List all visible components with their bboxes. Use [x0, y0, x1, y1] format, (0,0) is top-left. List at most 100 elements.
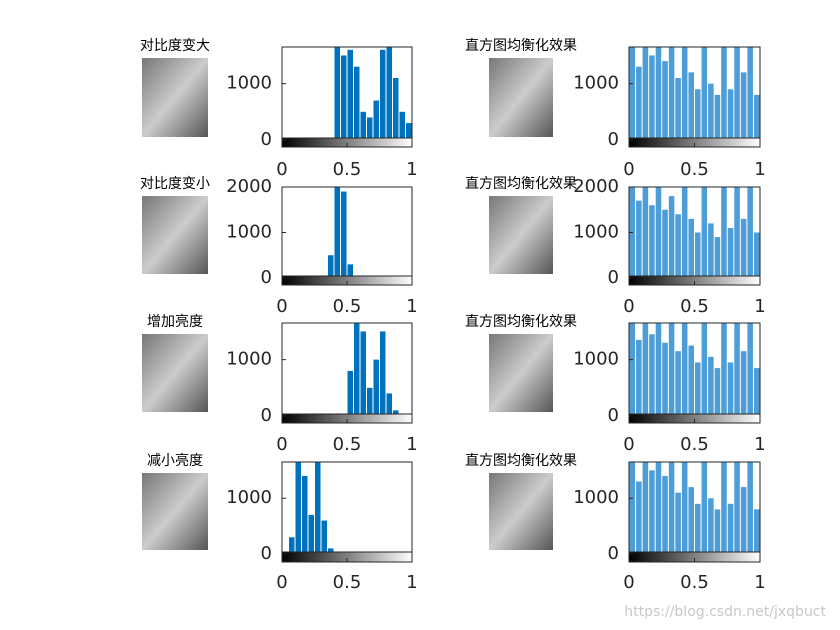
- bar: [721, 187, 727, 278]
- bar: [629, 47, 636, 140]
- bar: [675, 351, 681, 416]
- bar: [721, 47, 727, 140]
- bar: [714, 237, 721, 278]
- x-tick-label: 0: [276, 434, 287, 455]
- bar: [649, 55, 655, 140]
- bar: [302, 475, 308, 554]
- bar: [668, 196, 675, 278]
- bar: [380, 49, 386, 141]
- bar: [367, 117, 373, 140]
- bar: [747, 187, 753, 278]
- bar: [681, 462, 688, 554]
- bar: [636, 200, 642, 278]
- bar: [629, 323, 636, 416]
- bar: [675, 214, 681, 278]
- bar: [734, 187, 740, 278]
- bar: [747, 462, 753, 554]
- x-tick-label: 0: [623, 434, 634, 455]
- bar: [695, 362, 701, 416]
- bar: [655, 187, 662, 278]
- x-tick-label: 0: [276, 159, 287, 180]
- x-tick-label: 0.5: [333, 159, 362, 180]
- x-tick-label: 1: [406, 434, 417, 455]
- y-tick-label: 0: [608, 267, 619, 288]
- bar: [367, 387, 373, 416]
- image-placeholder: [142, 334, 208, 412]
- bar: [386, 47, 392, 140]
- bar: [708, 83, 714, 140]
- y-tick-label: 1000: [226, 349, 272, 370]
- watermark: https://blog.csdn.net/jxqbuct: [624, 604, 826, 620]
- bar: [734, 47, 740, 140]
- image-placeholder: [142, 473, 208, 550]
- x-tick-label: 0.5: [680, 434, 709, 455]
- bar: [636, 481, 642, 554]
- bar: [373, 100, 379, 140]
- x-tick-label: 1: [754, 159, 765, 180]
- bar: [360, 331, 366, 416]
- bar: [708, 498, 714, 554]
- bar: [655, 47, 662, 140]
- bar: [406, 123, 412, 140]
- bar: [701, 187, 708, 278]
- bar: [662, 61, 668, 140]
- y-tick-label: 0: [261, 405, 272, 426]
- bar: [655, 462, 662, 554]
- subplot-title: 直方图均衡化效果: [465, 452, 577, 469]
- bar: [295, 462, 301, 554]
- subplot-title: 增加亮度: [147, 313, 203, 330]
- bar: [675, 78, 681, 140]
- bar: [740, 351, 747, 416]
- bar: [734, 462, 740, 554]
- bar: [681, 323, 688, 416]
- subplot-title: 直方图均衡化效果: [465, 37, 577, 54]
- bar: [668, 323, 675, 416]
- bar: [354, 66, 360, 140]
- subplot-title: 对比度变小: [140, 176, 210, 192]
- x-tick-label: 0.5: [680, 296, 709, 317]
- bar: [354, 323, 360, 416]
- image-placeholder: [489, 58, 553, 137]
- bar: [642, 462, 649, 554]
- subplot-title: 对比度变大: [140, 38, 210, 54]
- bar: [360, 111, 366, 140]
- bar: [347, 264, 353, 278]
- y-tick-label: 0: [261, 129, 272, 150]
- y-tick-label: 0: [608, 405, 619, 426]
- bar: [642, 323, 649, 416]
- x-tick-label: 1: [754, 572, 765, 593]
- bar: [753, 94, 760, 140]
- x-tick-label: 0: [276, 296, 287, 317]
- bar: [662, 209, 668, 278]
- image-placeholder: [489, 334, 553, 412]
- bar: [393, 78, 399, 140]
- image-placeholder: [142, 58, 208, 137]
- bar: [695, 232, 701, 278]
- y-tick-label: 1000: [573, 349, 619, 370]
- bar: [753, 509, 760, 554]
- bar: [328, 548, 334, 554]
- bar: [289, 537, 295, 554]
- bar: [334, 187, 340, 278]
- y-tick-label: 2000: [573, 176, 619, 197]
- bar: [347, 49, 353, 141]
- y-tick-label: 0: [608, 129, 619, 150]
- bar: [688, 345, 694, 416]
- bar: [681, 187, 688, 278]
- bar: [399, 111, 405, 140]
- bar: [681, 47, 688, 140]
- bar: [341, 55, 347, 140]
- bar: [655, 323, 662, 416]
- bar: [636, 339, 642, 416]
- image-placeholder: [142, 196, 208, 274]
- bar: [695, 89, 701, 140]
- bar: [727, 503, 734, 554]
- bar: [668, 47, 675, 140]
- x-tick-label: 0: [623, 572, 634, 593]
- y-tick-label: 0: [261, 543, 272, 564]
- x-tick-label: 1: [754, 296, 765, 317]
- x-tick-label: 0.5: [333, 296, 362, 317]
- y-tick-label: 1000: [226, 73, 272, 94]
- y-tick-label: 1000: [226, 222, 272, 243]
